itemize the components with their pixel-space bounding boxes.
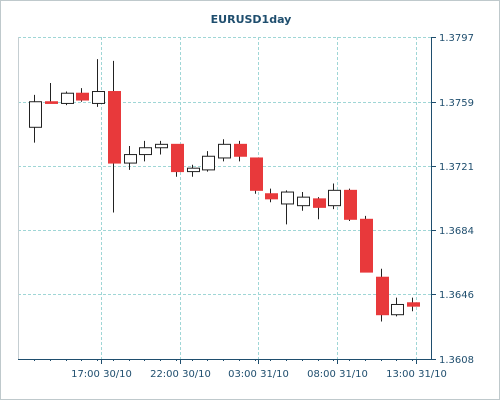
- candle-body-up: [202, 155, 215, 171]
- candle-body-down: [313, 198, 326, 208]
- candle-body-up: [187, 167, 200, 173]
- x-tick-label: 17:00 30/10: [71, 369, 132, 380]
- candle-body-up: [218, 143, 231, 159]
- candle-body-down: [45, 101, 58, 104]
- candle-body-up: [92, 91, 105, 104]
- candle-body-up: [61, 92, 74, 104]
- x-tick-label: 03:00 31/10: [228, 369, 289, 380]
- candle-body-down: [108, 91, 121, 164]
- candle-body-up: [297, 196, 310, 207]
- y-tick-label: 1.3721: [439, 162, 474, 173]
- y-tick-label: 1.3608: [439, 355, 474, 366]
- y-tick-label: 1.3797: [439, 33, 474, 44]
- y-tick-label: 1.3684: [439, 226, 474, 237]
- candle-body-up: [155, 143, 168, 149]
- x-tick-label: 13:00 31/10: [386, 369, 447, 380]
- candle-body-up: [328, 189, 341, 207]
- candle-body-down: [171, 143, 184, 173]
- chart-title: EURUSD1day: [210, 13, 292, 26]
- plot-area: [18, 37, 431, 359]
- candle-body-down: [234, 143, 247, 157]
- candle-body-down: [76, 92, 89, 101]
- x-tick-label: 22:00 30/10: [150, 369, 211, 380]
- y-tick-label: 1.3759: [439, 98, 474, 109]
- candle-body-down: [407, 302, 420, 307]
- candle-body-up: [281, 191, 294, 205]
- candle-body-up: [124, 154, 137, 164]
- candle-body-down: [376, 276, 389, 316]
- x-tick-label: 08:00 31/10: [307, 369, 368, 380]
- candle-body-up: [139, 147, 152, 156]
- candle-body-down: [344, 189, 357, 220]
- axes: 1.3797 1.3759 1.3721 1.3684 1.3646 1.3608 17:0…: [18, 33, 474, 380]
- candle-body-down: [360, 218, 373, 273]
- candle-body-down: [265, 193, 278, 200]
- candle-body-up: [391, 303, 404, 316]
- candle-body-up: [29, 101, 42, 128]
- y-tick-label: 1.3646: [439, 290, 474, 301]
- candle-body-down: [250, 157, 263, 191]
- candles: [29, 59, 420, 322]
